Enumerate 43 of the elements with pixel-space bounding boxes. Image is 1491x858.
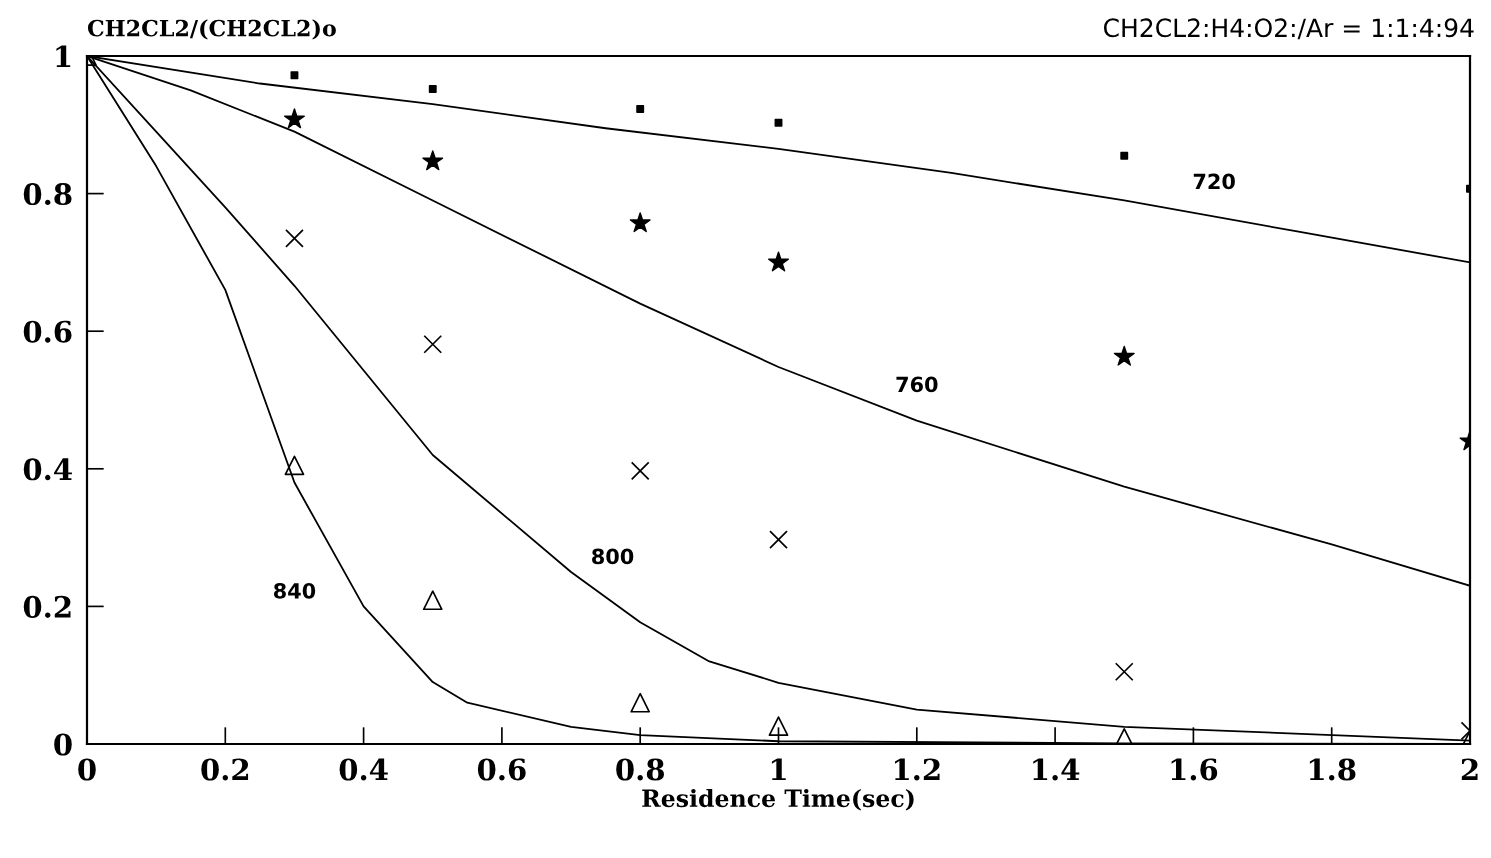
point xyxy=(768,251,789,272)
series-label: 800 xyxy=(592,548,634,565)
x-tick-label: 0.6 xyxy=(477,758,526,781)
point xyxy=(630,461,650,481)
x-tick-label: 1 xyxy=(771,758,786,781)
point xyxy=(629,212,651,233)
x-tick-label: 1.2 xyxy=(894,758,940,781)
point xyxy=(284,455,305,476)
y-tick-label: 0.2 xyxy=(23,595,71,618)
chart-title: CH2CL2:H4:O2:/Ar = 1:1:4:94 xyxy=(1103,18,1474,40)
x-tick-label: 0.4 xyxy=(339,758,388,781)
point xyxy=(423,334,443,354)
point xyxy=(774,118,783,127)
y-tick-label: 0.8 xyxy=(23,183,72,206)
x-tick-label: 2 xyxy=(1461,758,1478,781)
point xyxy=(769,530,788,550)
series-label: 760 xyxy=(896,376,938,393)
point xyxy=(630,692,651,713)
point xyxy=(285,228,304,248)
point xyxy=(1120,151,1129,160)
point xyxy=(1113,345,1135,366)
point xyxy=(290,71,299,80)
point xyxy=(428,85,437,93)
x-axis-title: Residence Time(sec) xyxy=(642,788,914,811)
y-tick-label: 0 xyxy=(54,733,72,756)
point xyxy=(422,150,444,171)
point xyxy=(1114,662,1134,682)
x-tick-label: 1.6 xyxy=(1171,758,1218,781)
point xyxy=(422,590,443,611)
series-label: 720 xyxy=(1193,173,1235,190)
x-tick-label: 1.4 xyxy=(1033,758,1080,781)
x-tick-label: 0.2 xyxy=(201,758,249,781)
point xyxy=(636,105,645,113)
point xyxy=(283,108,305,129)
point xyxy=(768,716,789,737)
y-tick-label: 0.4 xyxy=(23,458,72,481)
y-axis-title: CH2CL2/(CH2CL2)o xyxy=(87,19,336,40)
y-tick-label: 1 xyxy=(56,45,71,68)
series-label: 840 xyxy=(273,582,316,599)
x-tick-label: 1.8 xyxy=(1309,758,1356,781)
x-tick-label: 0.8 xyxy=(616,758,664,781)
x-tick-label: 0 xyxy=(78,758,96,781)
y-tick-label: 0.6 xyxy=(23,320,72,343)
